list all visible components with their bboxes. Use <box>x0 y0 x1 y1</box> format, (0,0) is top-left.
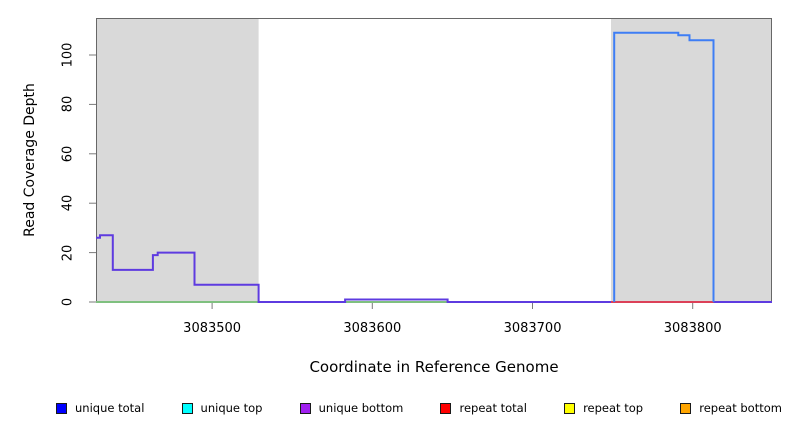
shaded-region <box>96 19 259 302</box>
x-axis-title: Coordinate in Reference Genome <box>309 358 559 376</box>
series-unique-coverage-right <box>613 31 715 302</box>
legend-item-unique-bottom: unique bottom <box>299 401 404 415</box>
legend-item-unique-total: unique total <box>56 401 144 415</box>
y-tick-label: 20 <box>60 244 76 261</box>
y-tick-label: 60 <box>60 145 76 163</box>
x-tick-label: 3083500 <box>183 321 242 336</box>
legend-item-repeat-bottom: repeat bottom <box>680 401 782 415</box>
shaded-region <box>611 19 772 302</box>
legend-label: repeat top <box>583 401 644 415</box>
legend: unique total unique top unique bottom repea… <box>56 399 782 417</box>
legend-item-repeat-total: repeat total <box>440 401 527 415</box>
legend-label: unique bottom <box>318 401 404 415</box>
series-unique-coverage-left <box>96 234 772 303</box>
legend-item-repeat-top: repeat top <box>564 401 643 415</box>
legend-label: unique total <box>75 401 145 415</box>
x-tick-label: 3083600 <box>343 321 402 336</box>
plot-area <box>89 18 772 309</box>
legend-swatch-icon <box>181 402 193 414</box>
y-tick-label: 40 <box>60 194 76 212</box>
x-tick-label: 3083700 <box>503 321 562 336</box>
legend-label: unique top <box>200 401 263 415</box>
y-tick-label: 80 <box>60 96 76 113</box>
legend-label: repeat bottom <box>699 401 782 415</box>
legend-item-unique-top: unique top <box>181 401 263 415</box>
y-axis-title: Read Coverage Depth <box>22 83 38 237</box>
y-tick-label: 100 <box>60 42 76 68</box>
legend-swatch-icon <box>56 402 67 414</box>
legend-swatch-icon <box>680 402 692 414</box>
y-tick-label: 0 <box>60 297 76 307</box>
legend-swatch-icon <box>440 402 452 414</box>
legend-swatch-icon <box>564 402 576 414</box>
legend-label: repeat total <box>459 401 527 415</box>
x-tick-label: 3083800 <box>663 321 722 336</box>
legend-swatch-icon <box>299 402 311 414</box>
